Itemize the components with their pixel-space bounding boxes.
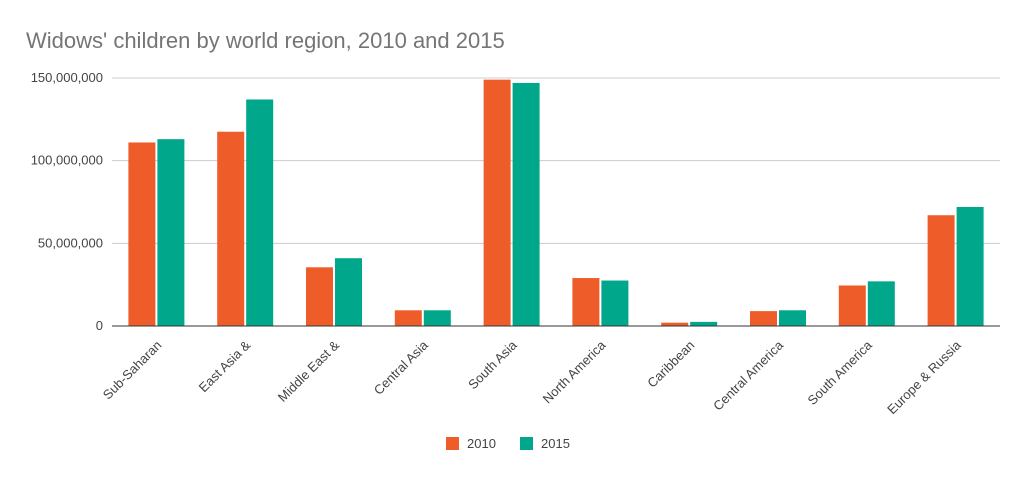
bar-2015-1 — [246, 99, 274, 326]
bar-2010-8 — [838, 285, 866, 326]
bar-2015-2 — [335, 258, 362, 326]
bar-2010-5 — [572, 278, 600, 326]
bar-2010-0 — [128, 142, 156, 326]
x-tick-label: Sub-Saharan — [100, 338, 165, 403]
bar-2015-8 — [867, 281, 895, 326]
x-tick-label: Central America — [710, 337, 787, 414]
y-tick-label: 0 — [96, 318, 103, 333]
legend-swatch-2010 — [446, 437, 459, 450]
legend-swatch-2015 — [520, 437, 533, 450]
bar-2010-9 — [927, 215, 955, 326]
y-tick-label: 50,000,000 — [38, 235, 103, 250]
bar-2015-5 — [601, 280, 629, 326]
x-axis-labels: Sub-Saharan East Asia & Middle East & Centr… — [100, 337, 965, 417]
y-tick-label: 150,000,000 — [31, 70, 103, 85]
x-tick-label: Middle East & — [275, 337, 343, 405]
bar-2015-6 — [690, 321, 718, 326]
bar-2015-9 — [956, 206, 984, 326]
x-tick-label: Central Asia — [371, 337, 432, 398]
bar-2015-4 — [512, 82, 540, 327]
bar-2015-3 — [423, 310, 451, 326]
x-tick-label: North America — [540, 337, 609, 406]
bar-2010-6 — [661, 322, 689, 326]
legend-label: 2010 — [467, 436, 496, 451]
y-tick-label: 100,000,000 — [31, 153, 103, 168]
legend: 2010 2015 — [446, 436, 570, 451]
bar-2015-0 — [157, 139, 185, 326]
x-tick-label: Caribbean — [644, 338, 697, 391]
x-tick-label: South America — [805, 337, 876, 408]
bar-2015-7 — [779, 310, 806, 326]
bar-2010-1 — [217, 131, 245, 326]
bar-2010-2 — [306, 267, 333, 326]
bars — [128, 79, 984, 327]
bar-2010-7 — [750, 311, 777, 326]
x-tick-label: East Asia & — [196, 337, 254, 395]
bar-2010-3 — [394, 310, 422, 326]
x-tick-label: Europe & Russia — [884, 337, 964, 417]
y-axis-ticks: 0 50,000,000 100,000,000 150,000,000 — [31, 70, 103, 333]
legend-label: 2015 — [541, 436, 570, 451]
x-tick-label: South Asia — [465, 337, 520, 392]
gridlines — [112, 77, 1000, 244]
bar-2010-4 — [483, 79, 511, 326]
chart-title: Widows' children by world region, 2010 a… — [26, 28, 505, 53]
